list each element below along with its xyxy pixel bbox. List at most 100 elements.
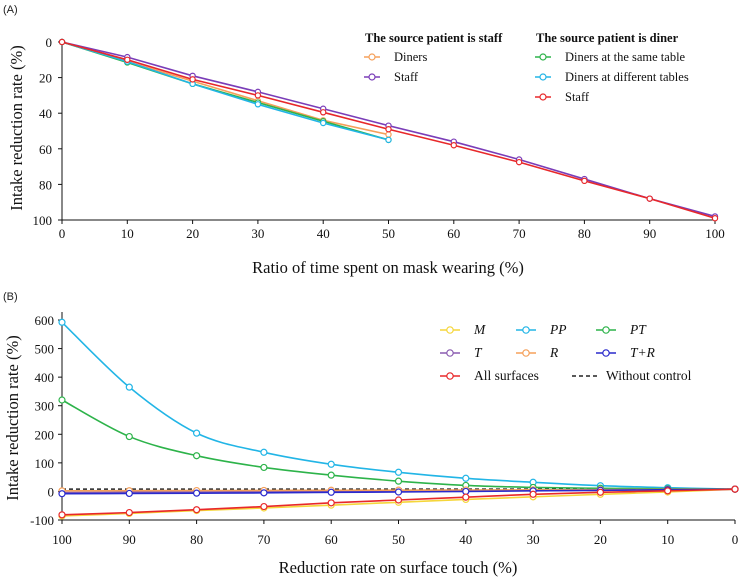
data-point <box>193 429 201 437</box>
y-tick-label: 100 <box>33 213 53 228</box>
data-point <box>731 485 739 493</box>
legend-label: Diners at different tables <box>565 70 689 84</box>
legend-entry-pp: PP <box>516 322 567 337</box>
x-tick-label: 90 <box>643 226 656 241</box>
data-point <box>260 448 268 456</box>
legend-entry-m: M <box>440 322 486 337</box>
legend-entry-pt: PT <box>596 322 647 337</box>
panel-a-x-axis-title: Ratio of time spent on mask wearing (%) <box>252 258 524 277</box>
x-tick-label: 100 <box>52 532 72 547</box>
legend-entry-the-source-patient-is-diner-staff: Staff <box>535 90 590 104</box>
legend-swatch-marker <box>602 349 610 357</box>
data-point <box>529 490 537 498</box>
data-point <box>515 158 523 166</box>
legend-group-title-diner: The source patient is diner <box>536 31 679 45</box>
legend-swatch-marker <box>539 53 547 61</box>
data-point <box>189 76 196 83</box>
data-point <box>394 496 403 504</box>
legend-label: M <box>473 322 486 337</box>
data-point <box>193 452 201 460</box>
legend-entry-the-source-patient-is-staff-staff: Staff <box>364 70 419 84</box>
x-tick-label: 100 <box>705 226 725 241</box>
legend-entry-the-source-patient-is-staff-diners: Diners <box>364 50 427 64</box>
x-tick-label: 90 <box>123 532 136 547</box>
y-tick-label: 100 <box>35 456 55 471</box>
x-tick-label: 70 <box>257 532 270 547</box>
x-tick-label: 20 <box>186 226 199 241</box>
data-point <box>320 109 327 116</box>
data-point <box>58 511 66 519</box>
panel-a-series <box>58 38 719 222</box>
data-point <box>462 487 470 496</box>
data-point <box>450 142 457 149</box>
x-tick-label: 0 <box>59 226 66 241</box>
x-tick-label: 40 <box>317 226 330 241</box>
x-tick-label: 50 <box>392 532 405 547</box>
data-point <box>260 463 268 472</box>
panel-b-series <box>58 318 739 520</box>
legend-label: PP <box>549 322 567 337</box>
x-tick-label: 60 <box>325 532 338 547</box>
panel-a-y-axis-title: Intake reduction rate (%) <box>7 45 26 210</box>
panel-b-label: (B) <box>3 291 18 303</box>
data-point <box>462 474 470 482</box>
x-tick-label: 60 <box>447 226 460 241</box>
data-point <box>327 488 335 496</box>
legend-entry-r: R <box>516 345 559 360</box>
y-tick-label: 60 <box>39 142 52 157</box>
data-point <box>58 490 66 498</box>
x-tick-label: 10 <box>121 226 134 241</box>
data-point <box>58 38 66 46</box>
data-point <box>462 493 470 501</box>
y-tick-label: 0 <box>48 484 55 499</box>
data-point <box>193 506 201 514</box>
data-point <box>125 383 133 391</box>
legend-swatch-marker <box>446 372 454 380</box>
y-tick-label: 600 <box>35 313 55 328</box>
data-point <box>327 499 335 507</box>
legend-entry-the-source-patient-is-diner-diners-at-the-same-table: Diners at the same table <box>535 50 686 64</box>
legend-entry-t: T <box>440 345 483 360</box>
data-point <box>327 471 335 479</box>
x-tick-label: 40 <box>459 532 472 547</box>
legend-swatch-marker <box>368 53 376 61</box>
data-point <box>124 56 131 64</box>
legend-label: R <box>549 345 559 360</box>
data-point <box>260 489 268 497</box>
data-point <box>385 131 392 138</box>
y-tick-label: 200 <box>35 427 55 442</box>
data-point <box>327 460 335 468</box>
data-point <box>320 119 327 127</box>
data-point <box>664 487 672 495</box>
data-point <box>58 396 66 404</box>
data-point <box>596 488 605 496</box>
x-tick-label: 50 <box>382 226 395 241</box>
data-point <box>254 92 262 99</box>
panel-a-label: (A) <box>3 4 18 16</box>
legend-label: T <box>474 345 483 360</box>
y-tick-label: 300 <box>35 399 55 414</box>
y-tick-label: 500 <box>35 342 55 357</box>
data-point <box>581 177 588 185</box>
data-point <box>260 502 268 511</box>
panel-b: (B) Intake reduction rate (%) Reduction … <box>3 291 739 577</box>
data-point <box>58 318 66 326</box>
panel-a-x-ticks: 0 10 20 30 40 50 60 70 80 90 100 <box>59 220 725 241</box>
y-tick-label: 40 <box>39 106 52 121</box>
data-point <box>394 488 403 496</box>
y-tick-label: 20 <box>39 71 52 86</box>
series-pp <box>58 318 739 493</box>
x-tick-label: 10 <box>661 532 674 547</box>
data-point <box>385 136 392 144</box>
panel-a-y-ticks: 0 20 40 60 80 100 <box>33 35 62 228</box>
legend-swatch-marker <box>446 326 454 334</box>
x-tick-label: 20 <box>594 532 607 547</box>
panel-b-legend: M PP PT T R T+R All surfaces Without control <box>440 322 692 383</box>
legend-swatch-marker <box>539 93 547 101</box>
legend-entry-without-control: Without control <box>572 368 692 383</box>
legend-swatch-marker <box>446 349 454 357</box>
legend-label: Staff <box>394 70 419 84</box>
series-all-surfaces <box>58 485 739 519</box>
legend-entry-all-surfaces: All surfaces <box>440 368 539 383</box>
